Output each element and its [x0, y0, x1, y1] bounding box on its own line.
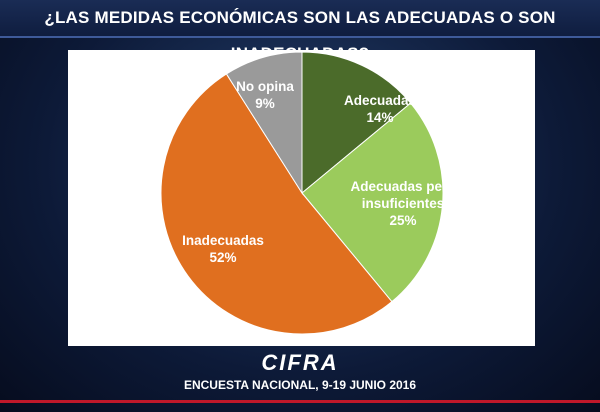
slice-label: Adecuadas 14%: [340, 92, 420, 126]
pie-slice: [160, 73, 393, 335]
category-label: Adecuadas: [343, 93, 417, 108]
logo: CIFRA: [261, 350, 339, 375]
divider: [0, 400, 600, 403]
source-note: ENCUESTA NACIONAL, 9-19 JUNIO 2016: [183, 378, 417, 392]
value-label: 14%: [366, 110, 394, 125]
category-label: Inadecuadas: [182, 233, 264, 248]
slice-label: Adecuadas pero insuficientes 25%: [348, 178, 458, 229]
category-label: No opina: [236, 79, 294, 94]
value-label: 9%: [255, 96, 275, 111]
slice-label: No opina 9%: [225, 78, 305, 112]
value-label: 52%: [209, 250, 237, 265]
value-label: 25%: [389, 213, 417, 228]
pie-slice: [225, 51, 303, 195]
slice-label: Inadecuadas 52%: [168, 232, 278, 266]
category-label: Adecuadas pero insuficientes: [350, 179, 456, 211]
pie-slice: [301, 51, 412, 195]
pie-slice: [301, 102, 444, 303]
